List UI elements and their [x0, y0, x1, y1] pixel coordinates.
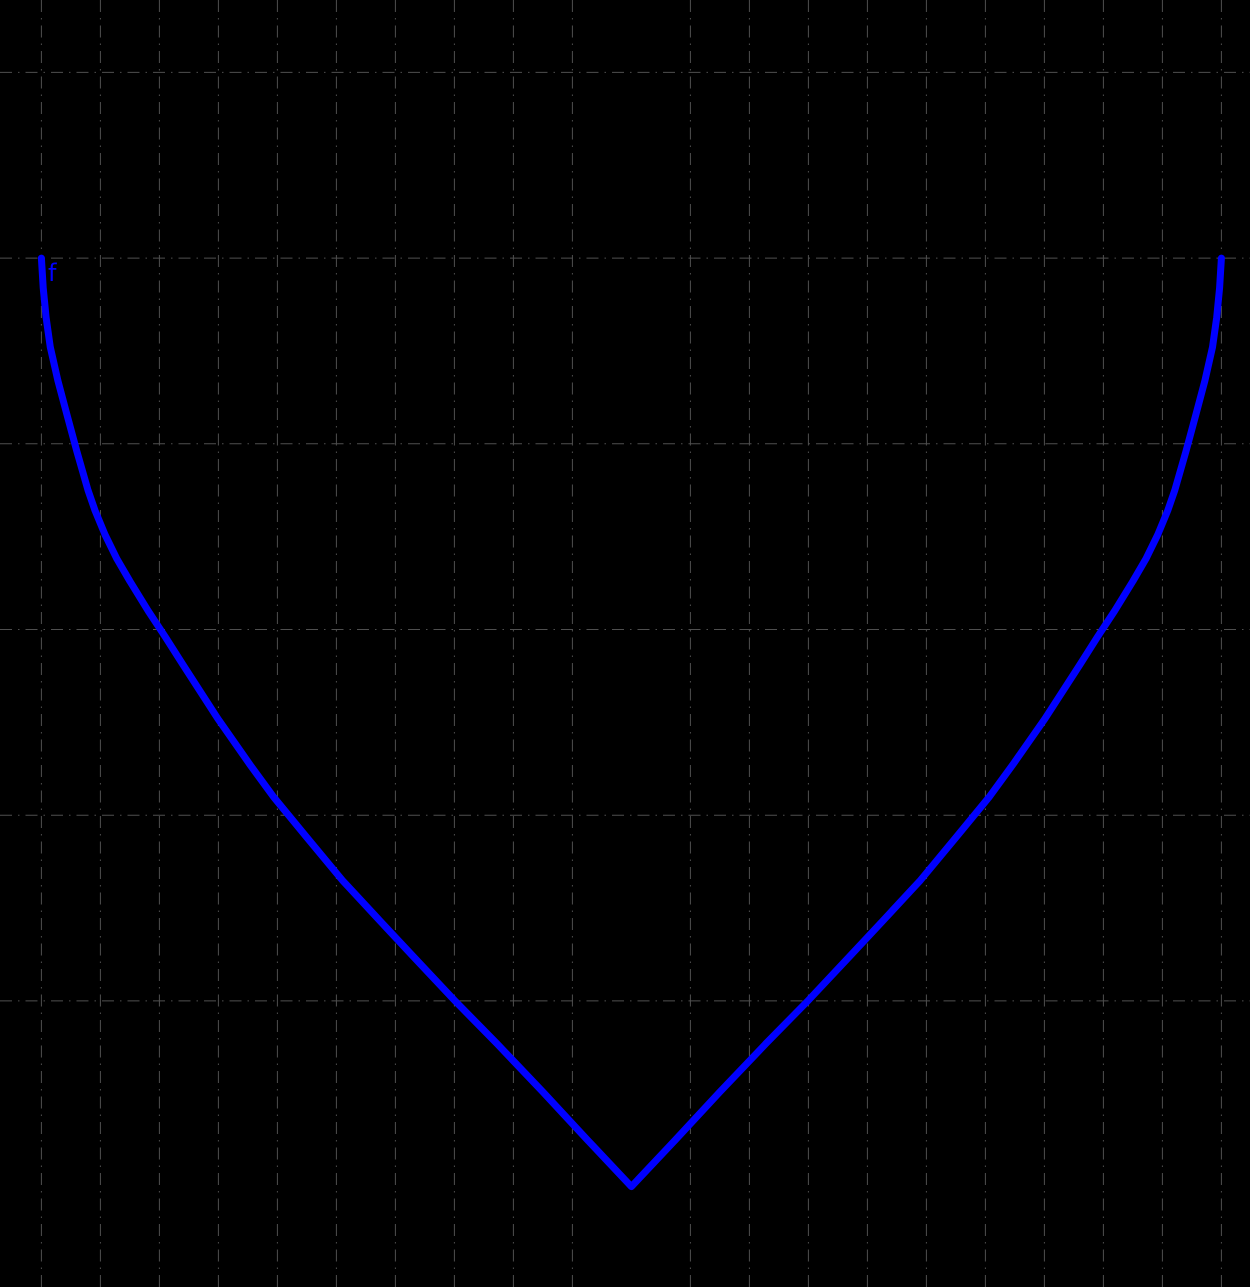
function-label: f: [48, 259, 57, 287]
function-curve-f: [37, 254, 1225, 1191]
